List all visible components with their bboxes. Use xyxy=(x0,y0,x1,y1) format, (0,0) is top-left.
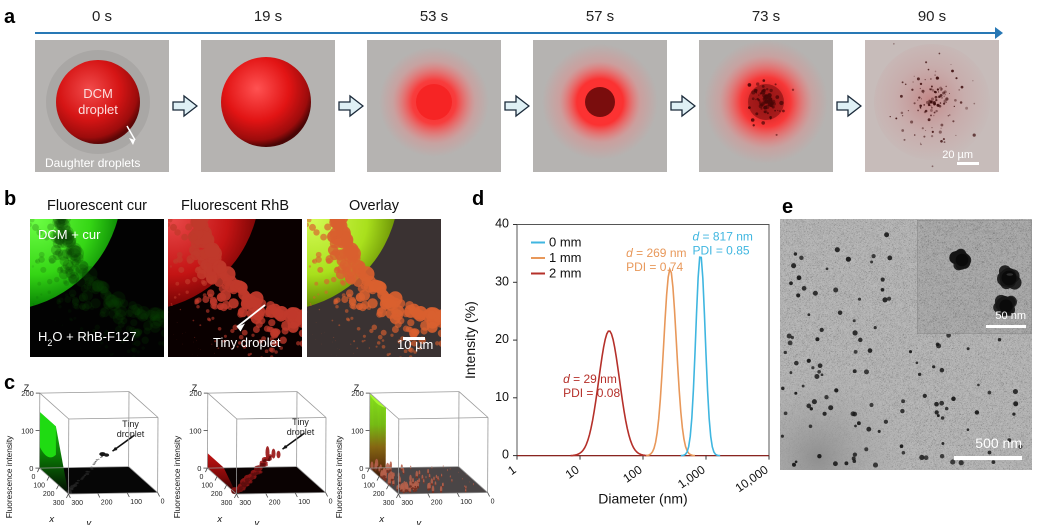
svg-text:0: 0 xyxy=(199,474,203,481)
svg-text:100: 100 xyxy=(620,462,645,485)
svg-text:Tiny droplet: Tiny droplet xyxy=(213,335,281,350)
svg-text:50 nm: 50 nm xyxy=(995,310,1026,322)
svg-text:y: y xyxy=(415,518,422,525)
svg-text:1,000: 1,000 xyxy=(675,462,708,491)
svg-text:300: 300 xyxy=(401,500,413,507)
svg-text:100: 100 xyxy=(351,427,364,436)
svg-text:100: 100 xyxy=(21,427,34,436)
svg-text:200: 200 xyxy=(431,500,443,507)
svg-text:2 mm: 2 mm xyxy=(549,266,582,281)
svg-text:Z: Z xyxy=(192,383,198,393)
svg-text:Diameter (nm): Diameter (nm) xyxy=(598,491,687,507)
svg-text:PDI = 0.08: PDI = 0.08 xyxy=(563,386,620,400)
svg-text:10,000: 10,000 xyxy=(733,462,771,495)
svg-text:Fluorescence intensity: Fluorescence intensity xyxy=(334,435,344,518)
svg-text:300: 300 xyxy=(221,500,233,507)
svg-text:20 µm: 20 µm xyxy=(942,149,973,161)
svg-text:Daughter droplets: Daughter droplets xyxy=(45,156,140,170)
svg-text:x: x xyxy=(378,514,385,525)
svg-text:DCM + cur: DCM + cur xyxy=(38,227,101,242)
svg-text:d = 269 nm: d = 269 nm xyxy=(626,246,686,260)
svg-text:y: y xyxy=(253,518,260,525)
svg-text:Fluorescence intensity: Fluorescence intensity xyxy=(172,435,182,518)
svg-text:200: 200 xyxy=(211,491,223,498)
svg-text:100: 100 xyxy=(33,483,45,490)
svg-text:d = 817 nm: d = 817 nm xyxy=(693,230,753,244)
svg-text:0: 0 xyxy=(29,464,33,473)
svg-text:x: x xyxy=(216,514,223,525)
svg-text:100: 100 xyxy=(189,427,202,436)
svg-text:droplet: droplet xyxy=(117,429,145,439)
svg-text:DCM: DCM xyxy=(83,86,113,101)
svg-text:300: 300 xyxy=(239,500,251,507)
svg-text:Tiny: Tiny xyxy=(292,417,309,427)
svg-text:30: 30 xyxy=(495,274,509,288)
svg-text:0: 0 xyxy=(361,474,365,481)
svg-text:Z: Z xyxy=(354,383,360,393)
svg-text:100: 100 xyxy=(363,483,375,490)
svg-text:0 mm: 0 mm xyxy=(549,235,582,250)
svg-text:40: 40 xyxy=(495,217,509,231)
svg-text:Z: Z xyxy=(24,383,30,393)
svg-text:200: 200 xyxy=(43,491,55,498)
svg-text:Fluorescence intensity: Fluorescence intensity xyxy=(4,435,14,518)
svg-text:1 mm: 1 mm xyxy=(549,250,582,265)
svg-text:200: 200 xyxy=(373,491,385,498)
svg-text:0: 0 xyxy=(197,464,201,473)
svg-text:0: 0 xyxy=(359,464,363,473)
svg-text:100: 100 xyxy=(201,483,213,490)
svg-text:300: 300 xyxy=(71,500,83,507)
svg-text:200: 200 xyxy=(269,500,281,507)
svg-text:100: 100 xyxy=(130,499,142,506)
svg-text:300: 300 xyxy=(383,500,395,507)
svg-text:300: 300 xyxy=(53,500,65,507)
svg-text:100: 100 xyxy=(460,499,472,506)
svg-text:10: 10 xyxy=(563,462,582,481)
svg-text:y: y xyxy=(85,518,92,525)
svg-text:0: 0 xyxy=(31,474,35,481)
svg-text:droplet: droplet xyxy=(287,427,315,437)
svg-text:500 nm: 500 nm xyxy=(975,435,1022,451)
svg-text:100: 100 xyxy=(298,499,310,506)
svg-text:Tiny: Tiny xyxy=(122,419,139,429)
svg-text:20: 20 xyxy=(495,332,509,346)
svg-text:200: 200 xyxy=(101,500,113,507)
svg-text:x: x xyxy=(48,514,55,525)
svg-text:0: 0 xyxy=(491,499,495,506)
svg-text:PDI = 0.74: PDI = 0.74 xyxy=(626,260,683,274)
svg-text:droplet: droplet xyxy=(78,102,118,117)
svg-text:Intensity (%): Intensity (%) xyxy=(462,301,478,379)
svg-text:PDI = 0.85: PDI = 0.85 xyxy=(693,244,750,258)
svg-text:0: 0 xyxy=(161,499,165,506)
svg-text:d = 29 nm: d = 29 nm xyxy=(563,372,617,386)
